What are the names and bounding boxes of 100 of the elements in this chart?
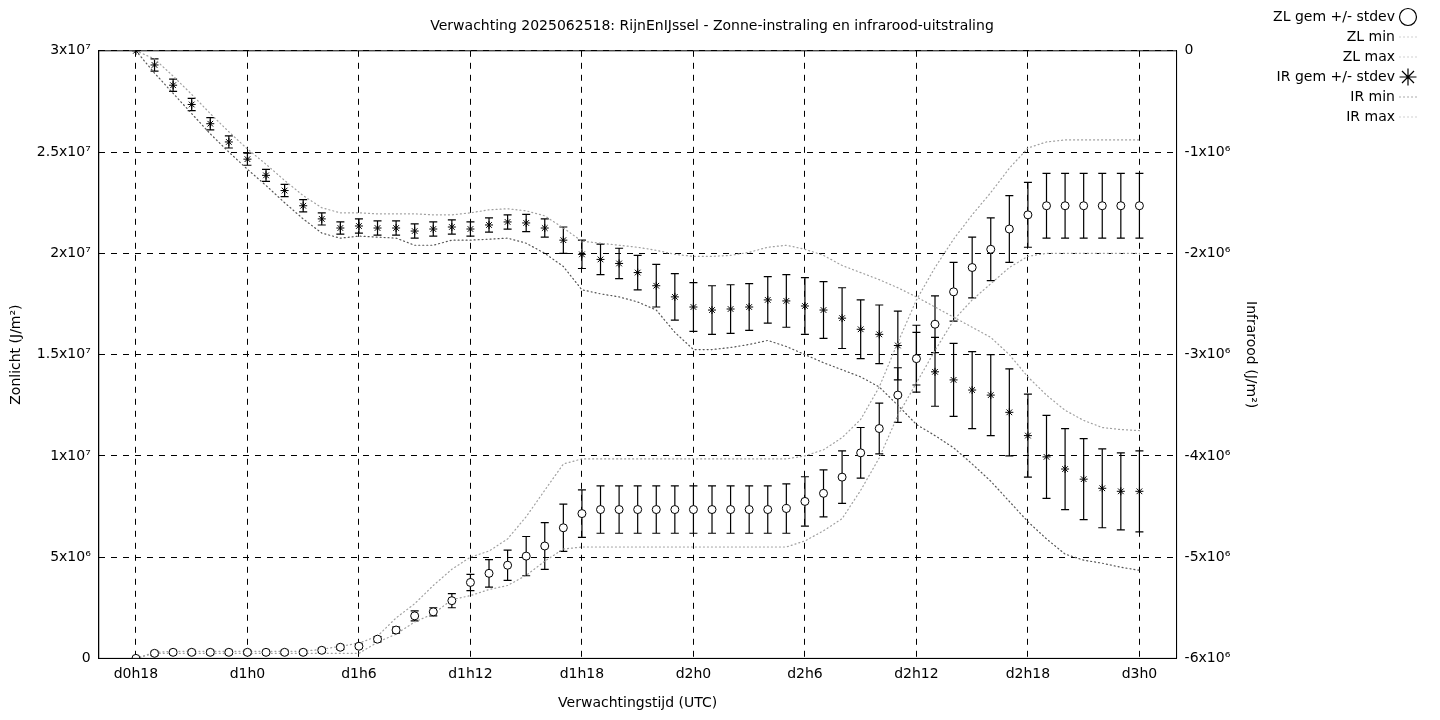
point bbox=[1004, 224, 1014, 234]
y2-tick-label: -1x10⁶ bbox=[1184, 142, 1231, 159]
point bbox=[781, 504, 791, 514]
x-tick-label: d0h18 bbox=[113, 665, 159, 682]
point bbox=[837, 472, 847, 482]
point bbox=[651, 505, 661, 515]
x-tick-label: d1h6 bbox=[341, 665, 377, 682]
point bbox=[577, 509, 587, 519]
point bbox=[800, 301, 810, 311]
x-tick-label: d2h0 bbox=[675, 665, 712, 682]
point bbox=[521, 551, 531, 561]
point bbox=[614, 258, 624, 268]
y2-axis-title: Infrarood (J/m²) bbox=[1244, 301, 1261, 409]
point bbox=[856, 448, 866, 458]
legend-label: IR max bbox=[1346, 107, 1395, 124]
y2-tick-label: -5x10⁶ bbox=[1184, 547, 1231, 564]
point bbox=[949, 375, 959, 385]
point bbox=[596, 505, 606, 515]
y-axis-title: Zonlicht (J/m²) bbox=[7, 304, 24, 405]
x-tick-label: d1h18 bbox=[559, 665, 605, 682]
legend-label: IR min bbox=[1350, 87, 1395, 104]
point bbox=[670, 292, 680, 302]
x-tick-label: d3h0 bbox=[1121, 665, 1158, 682]
point bbox=[1134, 201, 1144, 211]
point bbox=[1116, 201, 1126, 211]
point bbox=[1060, 201, 1070, 211]
point bbox=[670, 505, 680, 515]
point bbox=[726, 304, 736, 314]
point bbox=[763, 295, 773, 305]
y2-tick-label: 0 bbox=[1184, 41, 1194, 58]
point bbox=[949, 287, 959, 297]
y2-tick-label: -6x10⁶ bbox=[1184, 649, 1231, 666]
y-tick-label: 0 bbox=[81, 649, 91, 666]
legend-label: ZL max bbox=[1342, 47, 1395, 64]
point bbox=[577, 249, 587, 259]
y-tick-label: 5x10⁶ bbox=[50, 547, 92, 564]
point bbox=[1042, 201, 1051, 211]
point bbox=[1079, 474, 1089, 484]
x-tick-label: d2h12 bbox=[894, 665, 939, 682]
y2-tick-label: -4x10⁶ bbox=[1184, 446, 1231, 463]
point bbox=[744, 505, 754, 515]
point bbox=[1097, 483, 1107, 493]
y-tick-label: 2x10⁷ bbox=[50, 243, 91, 260]
legend-label: IR gem +/- stdev bbox=[1276, 67, 1395, 84]
point bbox=[651, 281, 661, 291]
y-tick-label: 1x10⁷ bbox=[50, 446, 91, 463]
point bbox=[763, 505, 773, 515]
point bbox=[1079, 201, 1089, 211]
point bbox=[930, 319, 940, 329]
x-tick-label: d2h6 bbox=[787, 665, 823, 682]
legend-label: ZL min bbox=[1346, 27, 1395, 44]
legend-label: ZL gem +/- stdev bbox=[1273, 7, 1395, 24]
point bbox=[1134, 486, 1144, 496]
y-tick-label: 1.5x10⁷ bbox=[36, 345, 91, 362]
point bbox=[800, 496, 810, 506]
point bbox=[688, 302, 698, 312]
y-tick-label: 2.5x10⁷ bbox=[36, 142, 91, 159]
point bbox=[744, 302, 754, 312]
point bbox=[1004, 407, 1014, 417]
point bbox=[986, 244, 996, 254]
point bbox=[1060, 464, 1070, 474]
point bbox=[1023, 431, 1033, 441]
y-tick-label: 3x10⁷ bbox=[50, 41, 91, 58]
point bbox=[893, 340, 903, 350]
point bbox=[558, 523, 568, 533]
point bbox=[726, 505, 736, 515]
point bbox=[986, 390, 996, 400]
point bbox=[707, 505, 717, 515]
point bbox=[930, 367, 940, 377]
point bbox=[707, 305, 717, 315]
point bbox=[874, 329, 884, 339]
x-tick-label: d1h12 bbox=[448, 665, 493, 682]
point bbox=[819, 488, 829, 498]
point bbox=[967, 263, 977, 273]
x-tick-label: d2h18 bbox=[1005, 665, 1051, 682]
y2-tick-label: -3x10⁶ bbox=[1184, 345, 1231, 362]
point bbox=[540, 223, 550, 233]
point bbox=[781, 296, 791, 306]
point bbox=[688, 505, 698, 515]
point bbox=[633, 268, 643, 278]
point bbox=[893, 390, 903, 400]
point bbox=[856, 324, 866, 334]
point bbox=[484, 568, 494, 578]
y2-tick-label: -2x10⁶ bbox=[1184, 243, 1231, 260]
point bbox=[1097, 201, 1107, 211]
point bbox=[558, 235, 568, 245]
point bbox=[465, 577, 475, 587]
point bbox=[540, 541, 550, 551]
chart-title: Verwachting 2025062518: RijnEnIJssel - Zonne-instraling en infrarood-uitstraling bbox=[430, 17, 994, 34]
x-tick-label: d1h0 bbox=[229, 665, 266, 682]
point bbox=[874, 424, 884, 434]
point bbox=[967, 385, 977, 395]
point bbox=[503, 560, 513, 570]
point bbox=[614, 505, 624, 515]
point bbox=[1023, 210, 1033, 220]
point bbox=[633, 505, 643, 515]
point bbox=[1116, 486, 1126, 496]
point bbox=[837, 313, 847, 323]
point bbox=[521, 218, 531, 228]
x-axis-title: Verwachtingstijd (UTC) bbox=[558, 694, 718, 711]
